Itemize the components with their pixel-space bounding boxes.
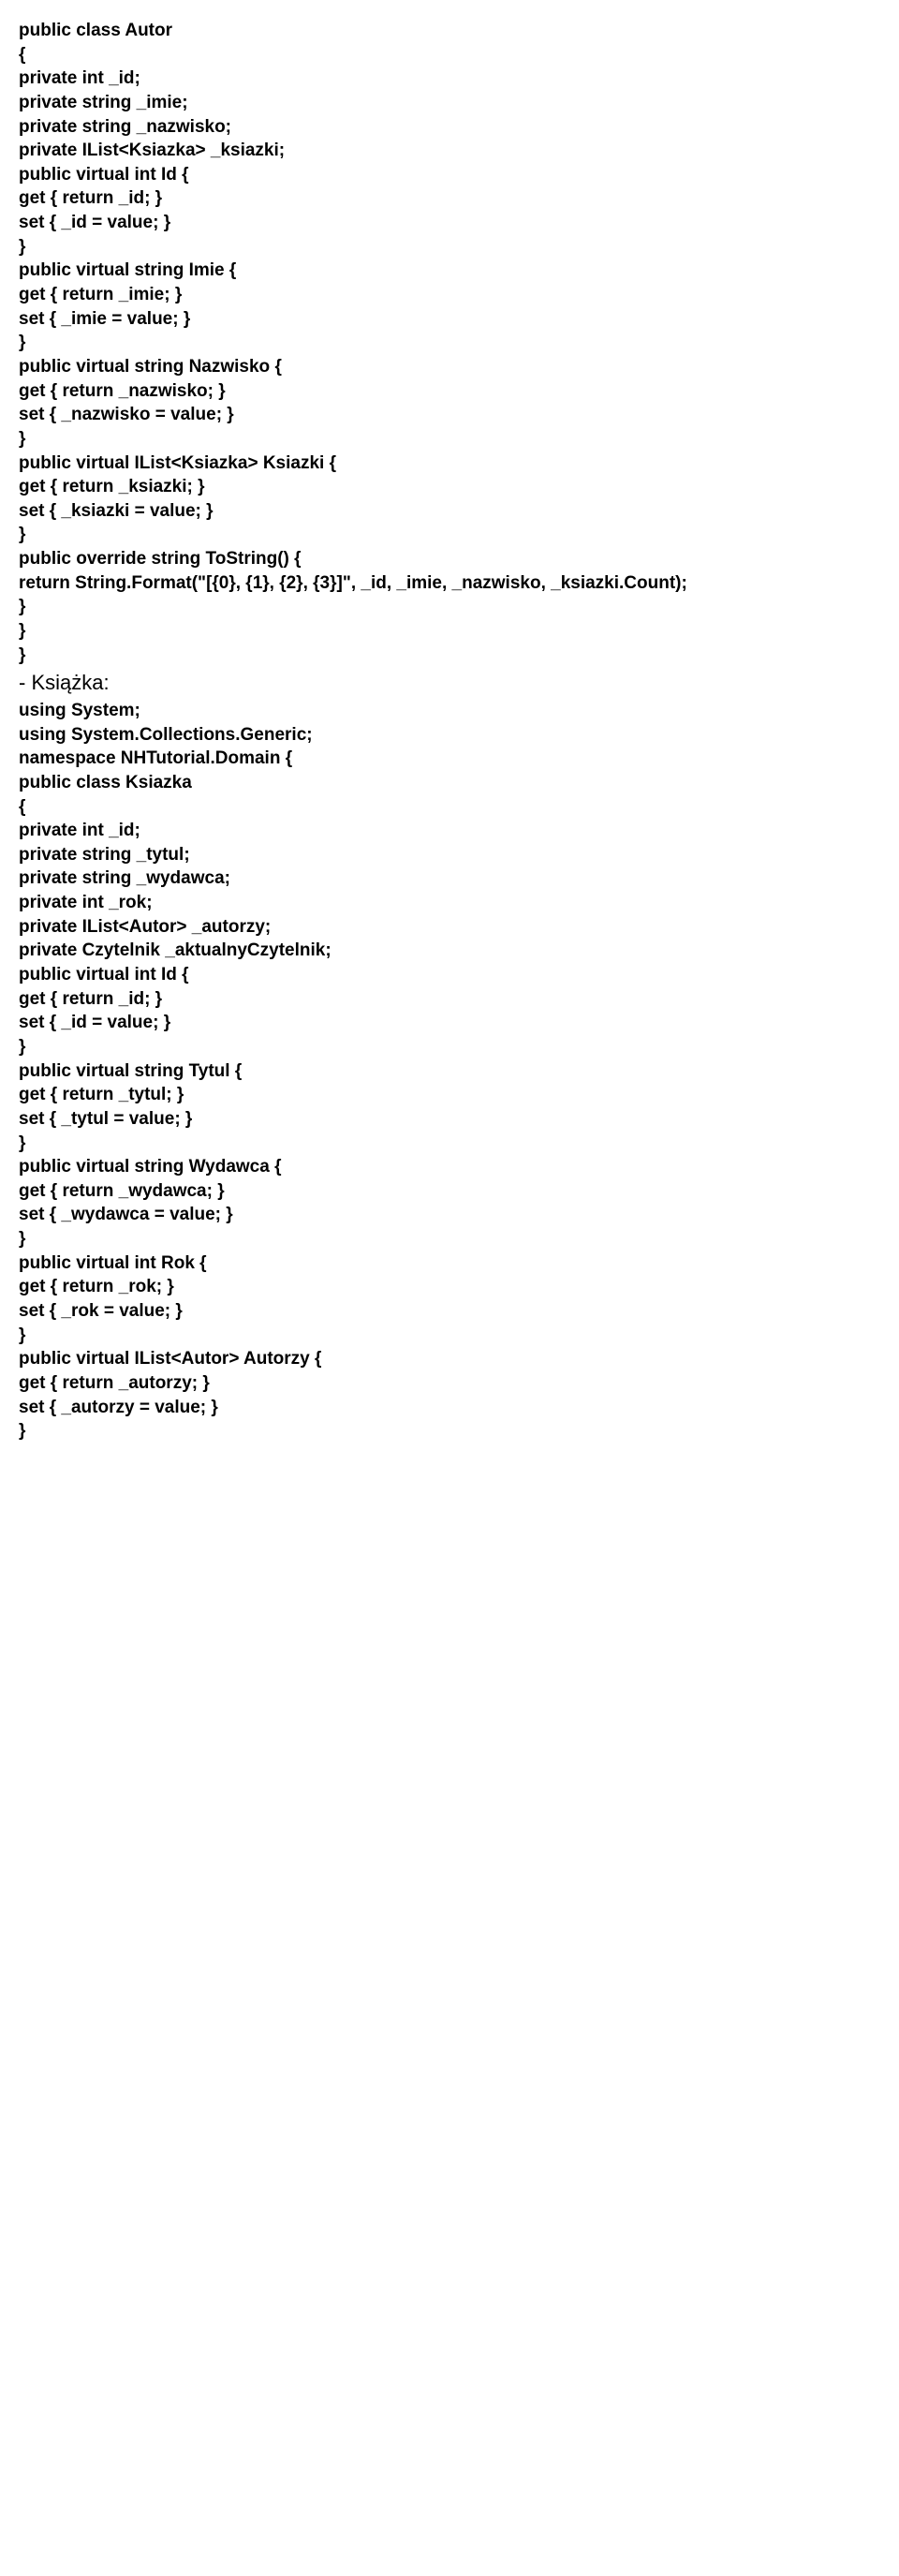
code-document: public class Autor{private int _id;priva… [19, 19, 880, 1443]
code-line: public virtual int Id { [19, 163, 880, 187]
code-line: public virtual string Tytul { [19, 1059, 880, 1084]
code-line: get { return _ksiazki; } [19, 475, 880, 499]
code-line: private IList<Autor> _autorzy; [19, 915, 880, 940]
code-line: public virtual string Nazwisko { [19, 355, 880, 379]
code-line: { [19, 795, 880, 820]
code-line: set { _autorzy = value; } [19, 1396, 880, 1420]
code-line: public virtual int Rok { [19, 1251, 880, 1276]
code-line: } [19, 1324, 880, 1348]
code-line: get { return _autorzy; } [19, 1371, 880, 1396]
code-line: } [19, 427, 880, 452]
code-line: } [19, 1132, 880, 1156]
code-line: using System.Collections.Generic; [19, 723, 880, 748]
code-line: get { return _imie; } [19, 283, 880, 307]
code-line: private int _rok; [19, 891, 880, 915]
code-line: { [19, 43, 880, 67]
code-line: private string _wydawca; [19, 866, 880, 891]
code-line: return String.Format("[{0}, {1}, {2}, {3… [19, 571, 880, 596]
code-line: set { _imie = value; } [19, 307, 880, 332]
code-line: } [19, 644, 880, 668]
code-line: private string _nazwisko; [19, 115, 880, 140]
code-line: set { _wydawca = value; } [19, 1203, 880, 1227]
code-line: public virtual IList<Autor> Autorzy { [19, 1347, 880, 1371]
code-line: private int _id; [19, 819, 880, 843]
section-heading: - Książka: [19, 669, 880, 697]
code-line: public class Ksiazka [19, 771, 880, 795]
code-line: } [19, 1419, 880, 1443]
code-line: private int _id; [19, 67, 880, 91]
code-line: get { return _tytul; } [19, 1083, 880, 1107]
code-line: } [19, 331, 880, 355]
code-line: } [19, 523, 880, 547]
code-line: } [19, 235, 880, 259]
code-line: namespace NHTutorial.Domain { [19, 747, 880, 771]
code-line: get { return _rok; } [19, 1275, 880, 1299]
code-line: private string _imie; [19, 91, 880, 115]
code-line: public virtual int Id { [19, 963, 880, 987]
code-line: set { _id = value; } [19, 1011, 880, 1035]
code-line: set { _rok = value; } [19, 1299, 880, 1324]
code-line: set { _tytul = value; } [19, 1107, 880, 1132]
code-line: } [19, 595, 880, 619]
code-line: using System; [19, 699, 880, 723]
code-line: set { _nazwisko = value; } [19, 403, 880, 427]
code-line: set { _ksiazki = value; } [19, 499, 880, 524]
code-line: get { return _id; } [19, 186, 880, 211]
code-line: public class Autor [19, 19, 880, 43]
code-line: private string _tytul; [19, 843, 880, 867]
code-line: set { _id = value; } [19, 211, 880, 235]
code-line: } [19, 1035, 880, 1059]
code-line: public virtual IList<Ksiazka> Ksiazki { [19, 452, 880, 476]
code-line: public virtual string Wydawca { [19, 1155, 880, 1179]
code-line: get { return _nazwisko; } [19, 379, 880, 404]
code-line: get { return _wydawca; } [19, 1179, 880, 1204]
code-line: } [19, 1227, 880, 1251]
code-line: public virtual string Imie { [19, 259, 880, 283]
code-line: get { return _id; } [19, 987, 880, 1012]
code-line: } [19, 619, 880, 644]
code-line: public override string ToString() { [19, 547, 880, 571]
code-line: private IList<Ksiazka> _ksiazki; [19, 139, 880, 163]
code-line: private Czytelnik _aktualnyCzytelnik; [19, 939, 880, 963]
